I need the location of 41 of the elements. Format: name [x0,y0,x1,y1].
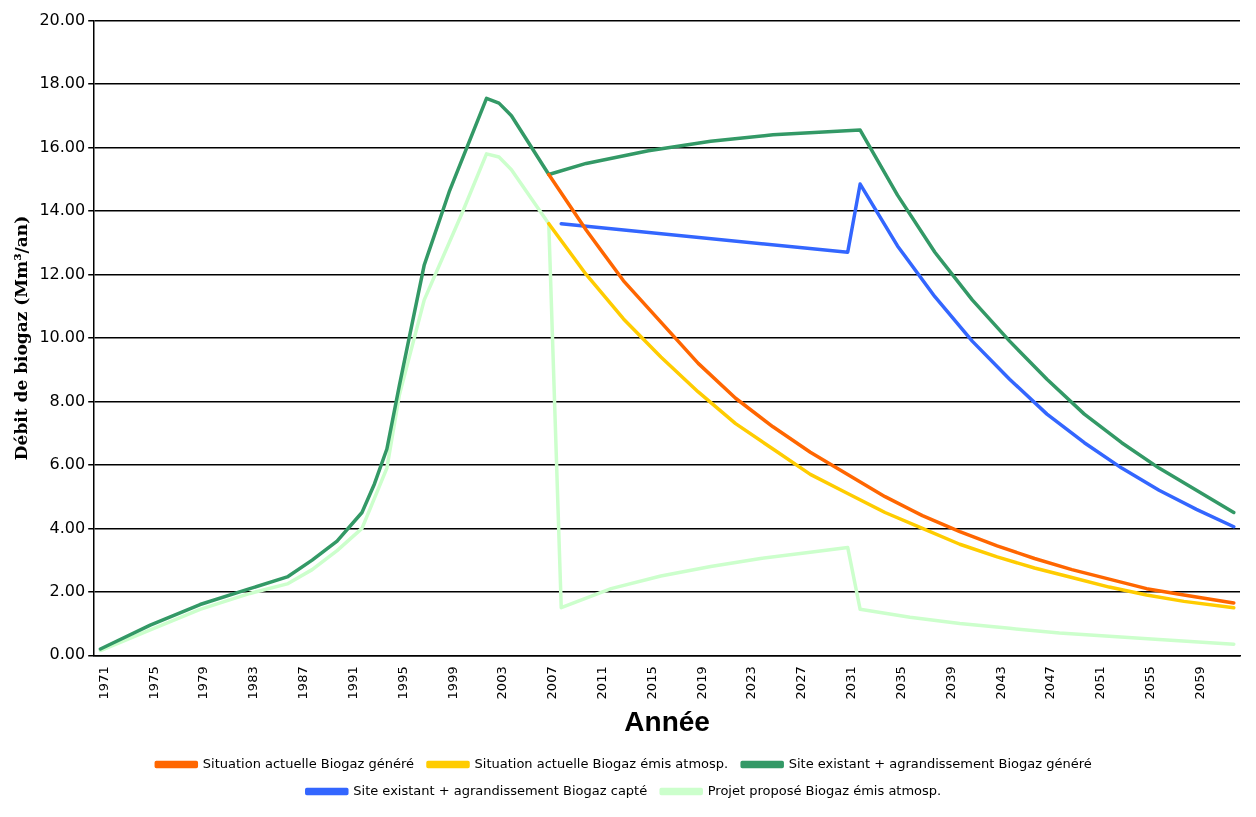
y-tick-label: 4.00 [49,517,86,537]
x-tick-label: 2047 [1042,666,1058,700]
y-tick-label: 18.00 [39,73,86,93]
legend-label: Site existant + agrandissement Biogaz capté [353,782,648,798]
x-tick-label: 2051 [1092,666,1108,700]
x-tick-label: 1995 [394,666,410,700]
y-tick-label: 6.00 [49,454,86,474]
x-tick-label: 1975 [145,666,161,700]
x-tick-label: 2055 [1141,666,1157,700]
x-tick-label: 1991 [344,666,360,700]
x-tick-label: 2019 [693,666,709,700]
legend-label: Site existant + agrandissement Biogaz généré [788,755,1092,771]
x-tick-label: 2043 [992,666,1008,700]
x-tick-label: 1987 [295,666,311,700]
y-tick-label: 8.00 [49,390,86,410]
x-tick-label: 2035 [892,666,908,700]
y-tick-label: 12.00 [39,263,86,283]
x-tick-label: 2059 [1191,666,1207,700]
x-tick-label: 1999 [444,666,460,700]
y-tick-label: 10.00 [39,327,86,347]
x-tick-label: 1971 [95,666,111,700]
x-axis-title: Année [624,705,710,737]
x-tick-label: 2039 [942,666,958,700]
x-tick-label: 2027 [793,666,809,700]
legend-label: Projet proposé Biogaz émis atmosp. [707,782,942,798]
x-tick-label: 2031 [843,666,859,700]
y-tick-label: 20.00 [39,9,86,29]
x-tick-label: 2023 [743,666,759,700]
y-tick-label: 14.00 [39,200,86,220]
y-tick-label: 2.00 [49,581,86,600]
x-tick-label: 2015 [643,666,659,700]
x-tick-label: 2007 [544,666,560,700]
x-tick-label: 2003 [494,666,510,700]
y-tick-label: 0.00 [49,644,86,664]
y-axis-title: Débit de biogaz (Mm³/an) [10,215,31,461]
legend-label: Situation actuelle Biogaz généré [202,755,415,771]
x-tick-label: 1983 [245,666,261,700]
y-tick-label: 16.00 [39,136,86,156]
legend-label: Situation actuelle Biogaz émis atmosp. [474,755,729,771]
x-tick-label: 1979 [195,666,211,700]
x-tick-label: 2011 [593,666,609,700]
